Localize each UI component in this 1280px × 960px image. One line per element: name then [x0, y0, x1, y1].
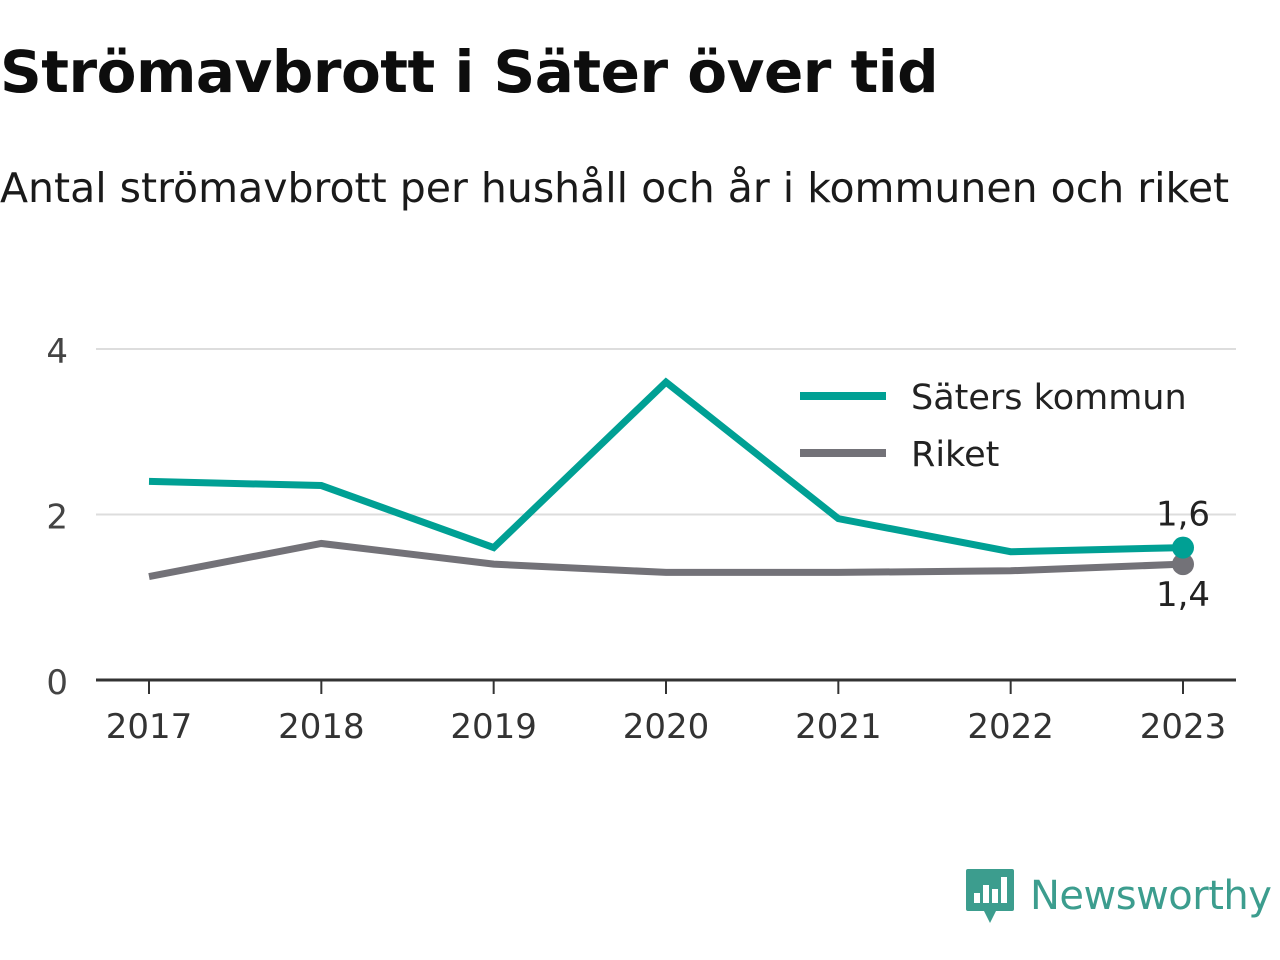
x-tick-label: 2021: [795, 707, 882, 747]
x-tick-label: 2018: [278, 707, 365, 747]
y-tick-label: 4: [46, 332, 68, 372]
newsworthy-logo-icon: [966, 869, 1014, 923]
series-line-riket: [148, 539, 1184, 580]
chart-subtitle: Antal strömavbrott per hushåll och år i …: [0, 164, 1230, 212]
x-tick-label: 2022: [967, 707, 1054, 747]
brand-mark: Newsworthy: [964, 866, 1272, 926]
end-label-riket: 1,4: [1156, 575, 1210, 615]
legend-label-riket: Riket: [911, 435, 999, 475]
x-tick-label: 2019: [450, 707, 537, 747]
y-tick-label: 2: [46, 498, 68, 538]
chart-title: Strömavbrott i Säter över tid: [0, 38, 939, 106]
end-label-saters-kommun: 1,6: [1156, 495, 1210, 535]
end-point-saters-kommun: [1172, 536, 1194, 559]
x-tick-label: 2017: [106, 707, 193, 747]
line-chart: 0 2 4 2017 2018 2019 2020 2021 2022 2023 1,6 1,4 Sät…: [46, 332, 1236, 747]
x-tick-label: 2023: [1140, 707, 1227, 747]
legend-label-saters-kommun: Säters kommun: [911, 378, 1187, 418]
series-line-saters-kommun: [148, 377, 1184, 556]
x-tick-label: 2020: [623, 707, 710, 747]
end-point-riket: [1172, 553, 1194, 576]
y-tick-label: 0: [46, 663, 68, 703]
brand-name: Newsworthy: [1030, 873, 1272, 919]
